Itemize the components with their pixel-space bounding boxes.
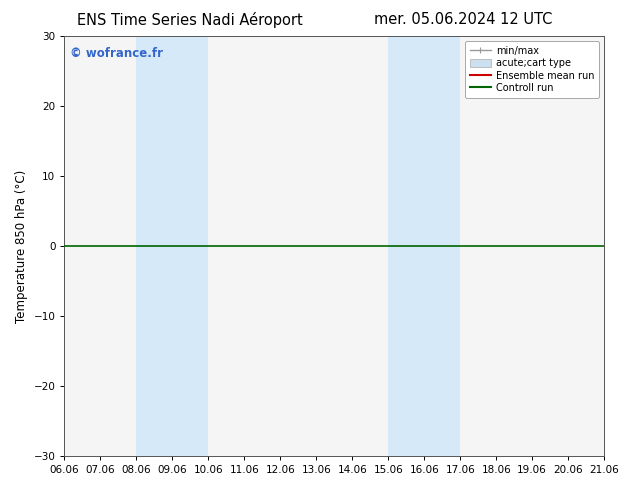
Text: © wofrance.fr: © wofrance.fr	[70, 47, 163, 60]
Bar	[388, 36, 460, 456]
Bar	[136, 36, 209, 456]
Legend: min/max, acute;cart type, Ensemble mean run, Controll run: min/max, acute;cart type, Ensemble mean …	[465, 41, 599, 98]
Y-axis label: Temperature 850 hPa (°C): Temperature 850 hPa (°C)	[15, 170, 28, 323]
Text: mer. 05.06.2024 12 UTC: mer. 05.06.2024 12 UTC	[373, 12, 552, 27]
Text: ENS Time Series Nadi Aéroport: ENS Time Series Nadi Aéroport	[77, 12, 303, 28]
